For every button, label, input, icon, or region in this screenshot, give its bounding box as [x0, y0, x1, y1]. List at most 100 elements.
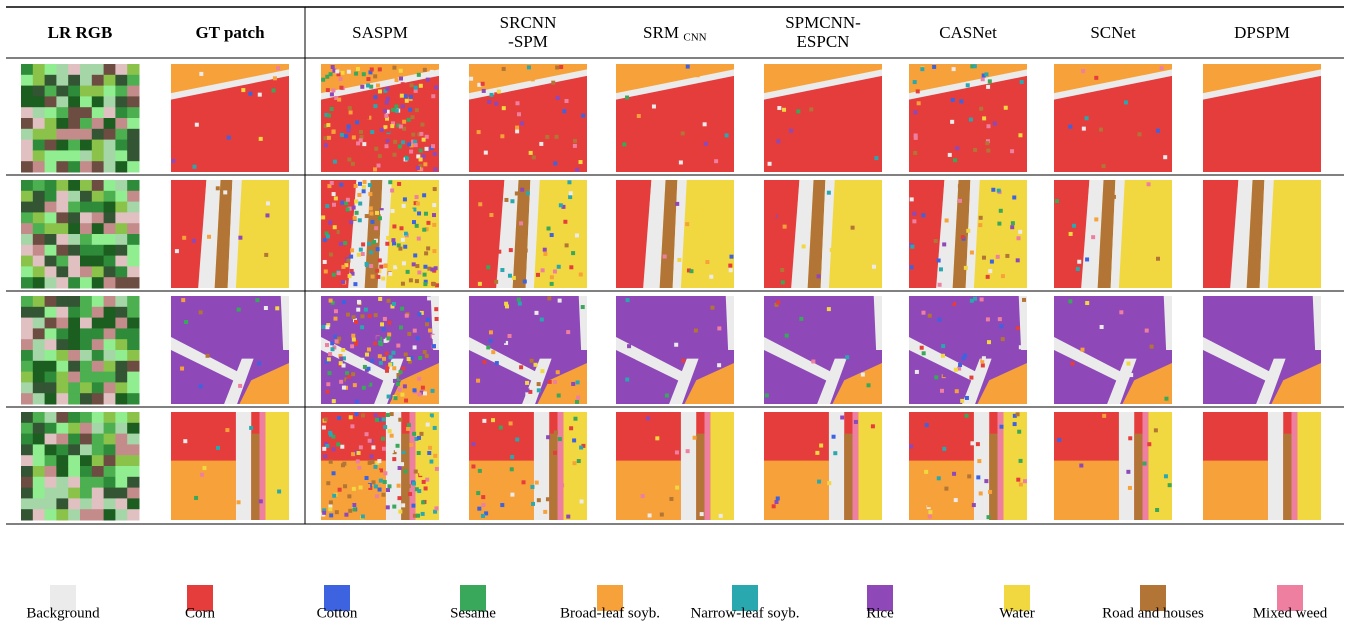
speckle — [378, 154, 382, 158]
pixel — [127, 150, 139, 161]
speckle — [1102, 414, 1106, 418]
speckle — [366, 382, 370, 386]
speckle — [433, 460, 437, 464]
speckle — [199, 310, 203, 314]
speckle — [519, 365, 523, 369]
pixel — [56, 477, 68, 488]
speckle — [365, 115, 369, 119]
pixel — [68, 245, 80, 256]
speckle — [482, 360, 486, 364]
pixel — [92, 140, 104, 151]
map-patch — [616, 296, 734, 404]
speckle — [195, 123, 199, 127]
speckle — [510, 467, 514, 471]
speckle — [565, 243, 569, 247]
speckle — [406, 270, 410, 274]
speckle — [648, 513, 652, 517]
speckle — [1160, 66, 1164, 70]
map-patch — [469, 412, 587, 520]
pixel — [115, 245, 127, 256]
speckle — [913, 151, 917, 155]
speckle — [391, 108, 395, 112]
lr-rgb-patch — [21, 64, 140, 173]
pixel — [92, 393, 104, 404]
speckle — [571, 382, 575, 386]
pixel — [115, 64, 127, 75]
speckle — [405, 157, 409, 161]
map-patch — [1203, 64, 1321, 172]
pixel — [127, 339, 139, 350]
speckle — [410, 83, 414, 87]
speckle — [710, 306, 714, 310]
speckle — [777, 106, 781, 110]
region — [386, 412, 401, 520]
speckle — [490, 93, 494, 97]
speckle — [999, 209, 1003, 213]
speckle — [1082, 127, 1086, 131]
speckle — [387, 299, 391, 303]
pixel — [21, 307, 33, 318]
speckle — [369, 206, 373, 210]
speckle — [351, 162, 355, 166]
pixel — [92, 118, 104, 129]
speckle — [358, 218, 362, 222]
speckle — [476, 379, 480, 383]
speckle — [656, 379, 660, 383]
speckle — [396, 344, 400, 348]
speckle — [983, 455, 987, 459]
pixel — [115, 318, 127, 329]
speckle — [332, 192, 336, 196]
speckle — [827, 307, 831, 311]
speckle — [832, 435, 836, 439]
map-patch — [909, 412, 1027, 520]
pixel — [21, 318, 33, 329]
speckle — [356, 67, 360, 71]
pixel — [45, 96, 57, 107]
pixel — [68, 423, 80, 434]
pixel — [115, 212, 127, 223]
speckle — [434, 266, 438, 270]
speckle — [427, 296, 431, 300]
speckle — [1016, 326, 1020, 330]
speckle — [327, 136, 331, 140]
speckle — [545, 135, 549, 139]
pixel — [80, 64, 92, 75]
speckle — [194, 496, 198, 500]
speckle — [366, 77, 370, 81]
speckle — [387, 332, 391, 336]
speckle — [352, 96, 356, 100]
pixel — [33, 339, 45, 350]
speckle — [431, 144, 435, 148]
pixel — [56, 423, 68, 434]
speckle — [423, 68, 427, 72]
speckle — [537, 388, 541, 392]
speckle — [238, 472, 242, 476]
pixel — [115, 277, 127, 288]
speckle — [378, 258, 382, 262]
speckle — [349, 220, 353, 224]
pixel — [115, 202, 127, 213]
speckle — [942, 242, 946, 246]
pixel — [92, 328, 104, 339]
pixel — [68, 96, 80, 107]
region — [1203, 461, 1268, 520]
speckle — [870, 395, 874, 399]
speckle — [677, 258, 681, 262]
legend-label: Mixed weed — [1253, 605, 1328, 621]
speckle — [327, 261, 331, 265]
pixel — [127, 118, 139, 129]
speckle — [359, 248, 363, 252]
speckle — [386, 97, 390, 101]
speckle — [940, 389, 944, 393]
pixel — [33, 86, 45, 97]
speckle — [920, 67, 924, 71]
speckle — [344, 513, 348, 517]
speckle — [637, 114, 641, 118]
pixel — [56, 382, 68, 393]
speckle — [374, 484, 378, 488]
speckle — [986, 275, 990, 279]
speckle — [366, 84, 370, 88]
speckle — [427, 117, 431, 121]
speckle — [493, 435, 497, 439]
speckle — [515, 129, 519, 133]
